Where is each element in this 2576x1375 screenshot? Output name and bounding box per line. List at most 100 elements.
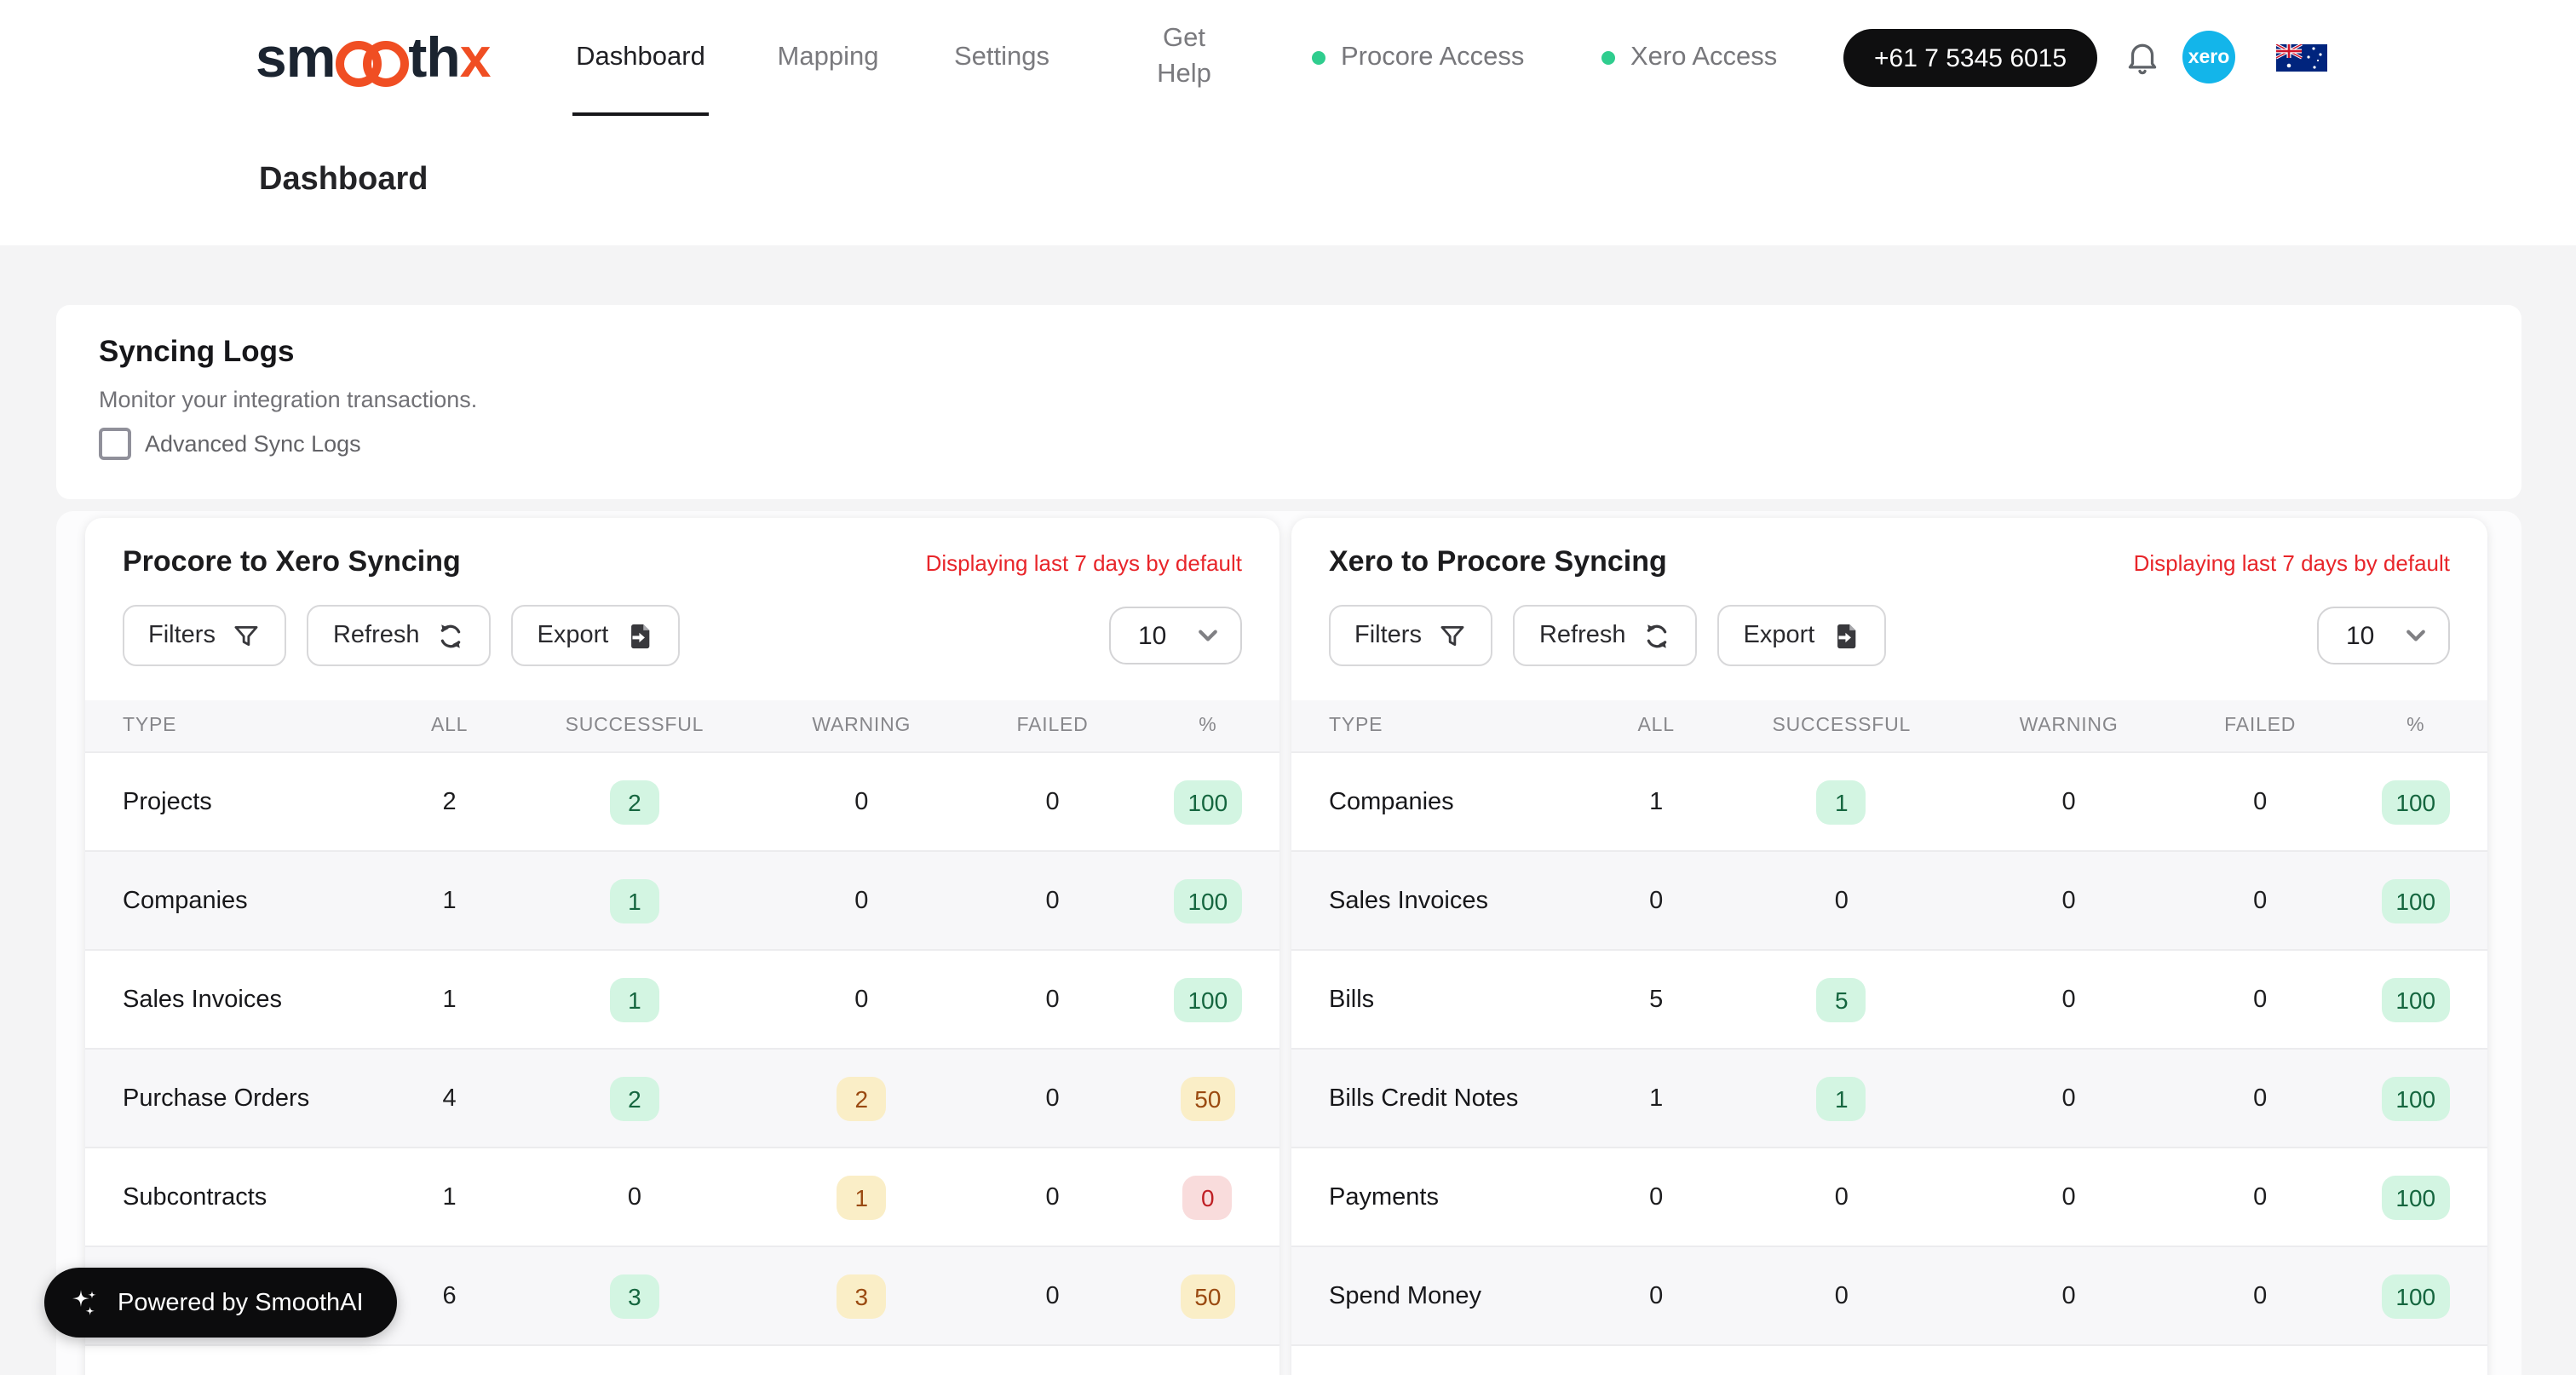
export-button[interactable]: Export <box>1717 605 1887 666</box>
refresh-button[interactable]: Refresh <box>307 605 492 666</box>
cell-value: 50 <box>1136 1049 1279 1148</box>
cell-value <box>515 1345 754 1375</box>
col-successful: SUCCESSFUL <box>515 700 755 752</box>
row-type: Payments <box>1329 1183 1439 1211</box>
tab-dashboard[interactable]: Dashboard <box>572 0 709 116</box>
phone-number-button[interactable]: +61 7 5345 6015 <box>1843 29 2098 87</box>
cell-value: 0 <box>1649 887 1664 914</box>
australia-flag-icon[interactable] <box>2275 43 2327 72</box>
cell-value: 0 <box>1834 1183 1849 1211</box>
cell-value: 0 <box>854 788 869 815</box>
cell-value: 2 <box>515 1049 754 1148</box>
tab-label: Get Help <box>1157 24 1211 89</box>
status-badge: 3 <box>609 1274 659 1318</box>
cell-value: 0 <box>2061 887 2076 914</box>
advanced-sync-logs-checkbox[interactable] <box>99 428 131 460</box>
cell-value: 1 <box>515 950 754 1049</box>
logo-text-x: x <box>459 26 492 89</box>
table-row <box>1291 1345 2487 1375</box>
table-row: Purchase Orders 4 2 2 0 50 <box>85 1049 1279 1148</box>
page-size-select[interactable]: 10 <box>2317 607 2450 664</box>
refresh-button[interactable]: Refresh <box>1513 605 1698 666</box>
tab-get-help[interactable]: Get Help <box>1135 0 1233 116</box>
cell-value: 4 <box>442 1084 457 1112</box>
advanced-sync-logs-toggle[interactable]: Advanced Sync Logs <box>99 428 361 460</box>
cell-value: 5 <box>1722 950 1961 1049</box>
refresh-icon <box>1643 621 1672 650</box>
logo-text-th: th <box>408 26 460 89</box>
status-badge: 1 <box>609 977 659 1021</box>
status-badge: 50 <box>1181 1274 1235 1318</box>
xero-access-status: Xero Access <box>1601 0 1777 116</box>
syncing-logs-card: Syncing Logs Monitor your integration tr… <box>56 305 2521 499</box>
notifications-bell-icon[interactable] <box>2123 37 2162 85</box>
procore-access-status: Procore Access <box>1312 0 1524 116</box>
cell-value: 0 <box>2061 986 2076 1013</box>
default-range-notice: Displaying last 7 days by default <box>925 550 1242 576</box>
xero-logo-text: xero <box>2188 47 2230 67</box>
button-label: Refresh <box>1538 622 1626 649</box>
page-size-value: 10 <box>1138 621 1167 650</box>
cell-value: 1 <box>1722 1049 1961 1148</box>
table-row: Spend Money 0 0 0 0 100 <box>1291 1246 2487 1345</box>
filter-funnel-icon <box>1439 621 1468 650</box>
cell-value: 2 <box>442 788 457 815</box>
xero-account-button[interactable]: xero <box>2182 31 2235 83</box>
tab-label: Mapping <box>777 42 879 72</box>
row-type: Sales Invoices <box>1329 887 1488 914</box>
procore-to-xero-panel: Procore to Xero Syncing Displaying last … <box>85 518 1279 1375</box>
checkbox-label: Advanced Sync Logs <box>145 431 361 457</box>
cell-value: 0 <box>2253 1282 2268 1309</box>
panel-title: Xero to Procore Syncing <box>1329 545 1667 578</box>
status-badge: 1 <box>1816 780 1866 824</box>
green-status-dot-icon <box>1312 51 1325 65</box>
page-size-select[interactable]: 10 <box>1109 607 1242 664</box>
cell-value <box>384 1345 515 1375</box>
filters-button[interactable]: Filters <box>123 605 287 666</box>
logo-chain-ring-icon <box>362 40 409 86</box>
table-row <box>85 1345 1279 1375</box>
col-warning: WARNING <box>1961 700 2176 752</box>
status-badge: 1 <box>837 1175 887 1219</box>
cell-value: 0 <box>1045 1183 1060 1211</box>
tab-settings[interactable]: Settings <box>934 0 1070 116</box>
cell-value: 6 <box>442 1282 457 1309</box>
cell-value <box>969 1345 1136 1375</box>
export-file-icon <box>1831 621 1860 650</box>
table-header: TYPE ALL SUCCESSFUL WARNING FAILED % <box>85 700 1279 752</box>
tab-label: Settings <box>953 42 1049 72</box>
filters-button[interactable]: Filters <box>1329 605 1493 666</box>
powered-by-smoothai-badge[interactable]: Powered by SmoothAI <box>44 1268 398 1338</box>
col-all: ALL <box>1590 700 1722 752</box>
row-type <box>85 1345 384 1375</box>
status-badge: 100 <box>2382 1274 2450 1318</box>
cell-value <box>1722 1345 1961 1375</box>
filter-funnel-icon <box>233 621 262 650</box>
button-label: Export <box>537 622 609 649</box>
col-successful: SUCCESSFUL <box>1722 700 1962 752</box>
cell-value: 1 <box>442 887 457 914</box>
cell-value: 0 <box>2061 1183 2076 1211</box>
export-button[interactable]: Export <box>511 605 681 666</box>
cell-value: 1 <box>442 986 457 1013</box>
cell-value: 0 <box>2253 788 2268 815</box>
status-badge: 100 <box>2382 1076 2450 1120</box>
button-label: Refresh <box>332 622 420 649</box>
smoothx-logo[interactable]: sm th x <box>256 0 492 116</box>
top-navbar: sm th x Dashboard Mapping Settings Get Hel… <box>0 0 2576 118</box>
cell-value: 0 <box>627 1183 641 1211</box>
col-type: TYPE <box>85 700 384 752</box>
row-type: Companies <box>123 887 248 914</box>
cell-value: 0 <box>854 986 869 1013</box>
table-row: Bills 5 5 0 0 100 <box>1291 950 2487 1049</box>
row-type: Companies <box>1329 788 1454 815</box>
cell-value: 0 <box>2061 788 2076 815</box>
status-badge: 2 <box>609 780 659 824</box>
col-failed: FAILED <box>2176 700 2344 752</box>
col-all: ALL <box>383 700 515 752</box>
default-range-notice: Displaying last 7 days by default <box>2133 550 2450 576</box>
cell-value: 100 <box>1136 950 1279 1049</box>
status-badge: 100 <box>2382 977 2450 1021</box>
cell-value: 0 <box>2061 1282 2076 1309</box>
tab-mapping[interactable]: Mapping <box>760 0 896 116</box>
